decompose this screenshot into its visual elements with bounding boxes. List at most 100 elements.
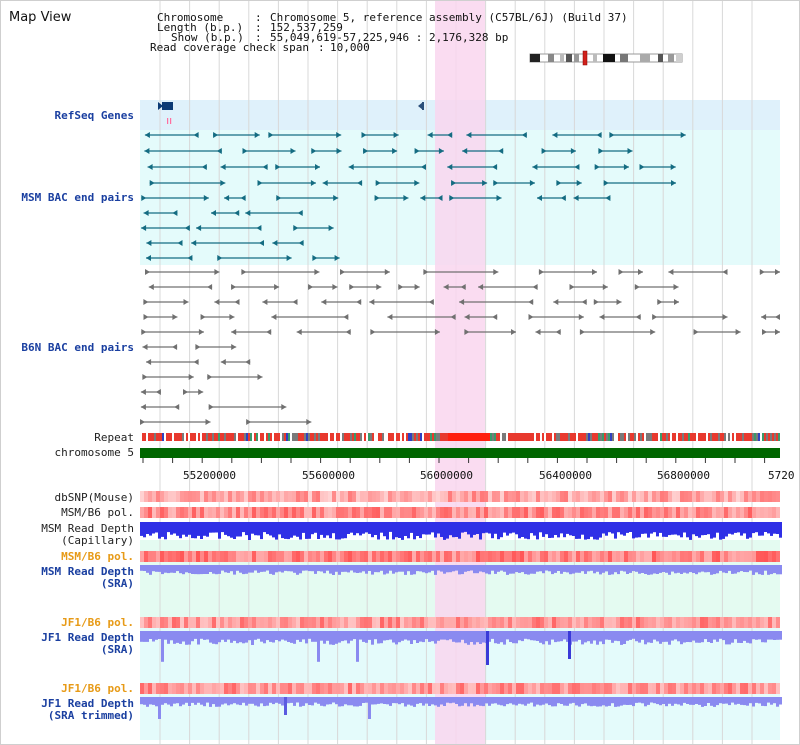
repeat-block	[424, 433, 426, 441]
jf1-sra-trimmed-depth-bar	[674, 697, 677, 704]
jf1-sra-depth-bar	[506, 631, 509, 640]
snp-density-cell	[172, 551, 176, 562]
snp-density-cell	[732, 617, 736, 628]
repeat-block	[534, 433, 536, 441]
msm-capillary-depth-bar	[314, 522, 317, 533]
msm-sra-depth-bar	[581, 565, 584, 572]
snp-density-cell	[556, 491, 560, 502]
snp-density-cell	[144, 507, 148, 518]
msm-sra-depth-bar	[677, 565, 680, 573]
snp-density-cell	[160, 491, 164, 502]
repeat-block	[662, 433, 664, 441]
jf1-sra-trimmed-depth-bar	[725, 697, 728, 704]
jf1-sra-trimmed-depth-bar	[155, 697, 158, 707]
msm-capillary-depth-bar	[428, 522, 431, 535]
snp-density-cell	[228, 617, 232, 628]
msm-sra-depth-bar	[506, 565, 509, 575]
msm-capillary-depth-bar	[632, 522, 635, 539]
repeat-block	[216, 433, 218, 441]
snp-density-cell	[332, 551, 336, 562]
snp-density-cell	[736, 491, 740, 502]
ideogram-band	[530, 54, 540, 62]
snp-density-cell	[752, 507, 756, 518]
snp-density-cell	[472, 683, 476, 694]
repeat-block	[316, 433, 318, 441]
jf1-sra-depth-bar	[293, 631, 296, 644]
msm-sra-depth-bar	[602, 565, 605, 573]
snp-density-cell	[260, 491, 264, 502]
snp-density-cell	[576, 683, 580, 694]
msm-sra-depth-bar	[551, 565, 554, 575]
snp-density-cell	[436, 507, 440, 518]
track-label-chromosome[interactable]: chromosome 5	[54, 446, 134, 459]
track-label-msm-b6-pol[interactable]: MSM/B6 pol.	[61, 506, 134, 519]
jf1-sra-trimmed-depth-bar	[482, 697, 485, 707]
snp-density-cell	[576, 551, 580, 562]
snp-density-cell	[236, 491, 240, 502]
snp-density-cell	[700, 683, 704, 694]
repeat-block	[150, 433, 152, 441]
snp-density-cell	[556, 617, 560, 628]
repeat-block	[748, 433, 750, 441]
track-label-msm-b6-pol-2[interactable]: MSM/B6 pol.	[61, 550, 134, 563]
snp-density-cell	[632, 507, 636, 518]
snp-density-cell	[524, 507, 528, 518]
track-label-msm-read-depth-capillary[interactable]: MSM Read Depth	[41, 522, 134, 535]
msm-sra-depth-bar	[314, 565, 317, 574]
snp-density-cell	[388, 551, 392, 562]
track-label-b6n-bac-end-pairs[interactable]: B6N BAC end pairs	[21, 341, 134, 354]
msm-sra-depth-bar	[446, 565, 449, 573]
snp-density-cell	[296, 683, 300, 694]
track-label-refseq-genes[interactable]: RefSeq Genes	[54, 109, 134, 122]
jf1-sra-depth-bar	[716, 631, 719, 642]
snp-density-cell	[512, 507, 516, 518]
track-label-jf1-b6-pol-2[interactable]: JF1/B6 pol.	[61, 682, 134, 695]
msm-capillary-depth-bar	[686, 522, 689, 538]
repeat-block	[306, 433, 308, 441]
snp-density-cell	[716, 491, 720, 502]
track-label-msm-read-depth-sra[interactable]: MSM Read Depth	[41, 565, 134, 578]
snp-density-cell	[344, 551, 348, 562]
repeat-block	[646, 433, 648, 441]
msm-sra-depth-bar	[695, 565, 698, 575]
snp-density-cell	[148, 683, 152, 694]
track-label-jf1-b6-pol[interactable]: JF1/B6 pol.	[61, 616, 134, 629]
jf1-sra-trimmed-depth-bar	[200, 697, 203, 705]
repeat-block	[642, 433, 644, 441]
repeat-block	[260, 433, 262, 441]
track-label-repeat[interactable]: Repeat	[94, 431, 134, 444]
jf1-sra-trimmed-depth-bar	[167, 697, 170, 705]
snp-density-cell	[520, 551, 524, 562]
jf1-sra-trimmed-depth-bar	[335, 697, 338, 705]
repeat-block	[266, 433, 268, 441]
snp-density-cell	[432, 551, 436, 562]
snp-density-cell	[444, 491, 448, 502]
jf1-sra-trimmed-depth-bar	[650, 697, 653, 703]
repeat-block	[558, 433, 560, 441]
track-label-msm-bac-end-pairs[interactable]: MSM BAC end pairs	[21, 191, 134, 204]
snp-density-cell	[708, 683, 712, 694]
snp-density-cell	[416, 551, 420, 562]
jf1-sra-trimmed-depth-bar	[560, 697, 563, 704]
msm-sra-depth-bar	[557, 565, 560, 571]
repeat-block	[222, 433, 224, 441]
msm-capillary-depth-bar	[494, 522, 497, 534]
snp-density-cell	[544, 617, 548, 628]
snp-density-cell	[276, 551, 280, 562]
snp-density-cell	[384, 491, 388, 502]
snp-density-cell	[772, 683, 776, 694]
msm-capillary-depth-bar	[299, 522, 302, 540]
b6n-bac-end-marker	[638, 269, 643, 275]
b6n-bac-end-marker	[245, 359, 251, 365]
repeat-block	[178, 433, 180, 441]
snp-density-cell	[296, 551, 300, 562]
track-label-dbsnp[interactable]: dbSNP(Mouse)	[54, 491, 134, 504]
snp-density-cell	[596, 551, 600, 562]
b6n-bac-end-marker	[369, 299, 375, 305]
msm-sra-depth-bar	[509, 565, 512, 574]
track-label-jf1-read-depth-trimmed[interactable]: JF1 Read Depth	[41, 697, 134, 710]
track-label-jf1-read-depth-sra[interactable]: JF1 Read Depth	[41, 631, 134, 644]
jf1-sra-trimmed-depth-bar	[491, 697, 494, 704]
snp-density-cell	[668, 683, 672, 694]
